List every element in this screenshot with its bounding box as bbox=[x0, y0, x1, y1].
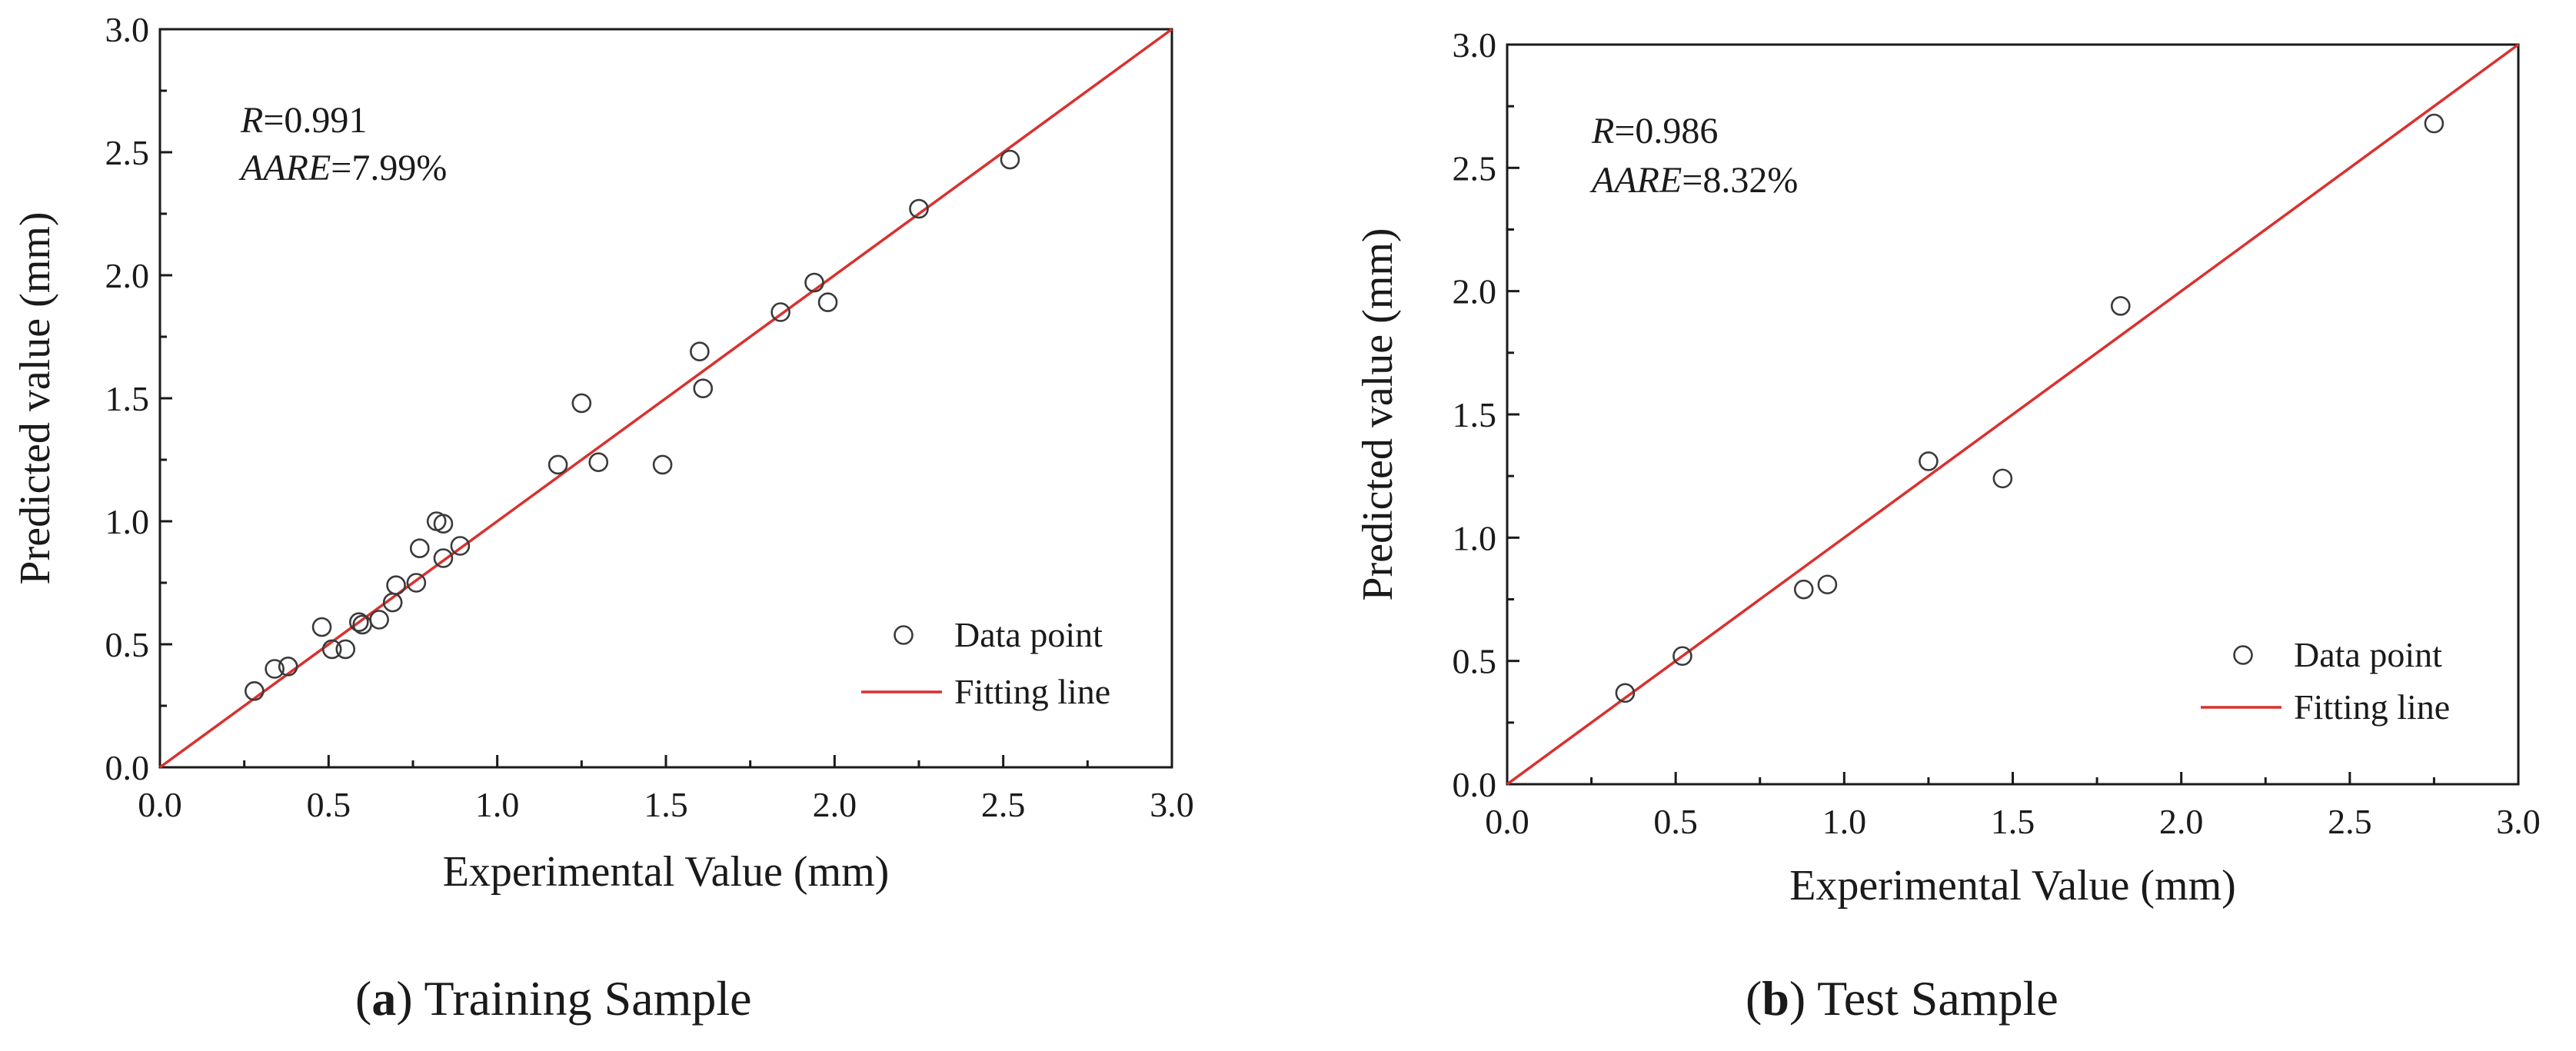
y-axis-label: Predicted value (mm) bbox=[12, 211, 59, 584]
data-point bbox=[1992, 468, 2013, 489]
legend-point-label: Data point bbox=[954, 615, 1103, 654]
y-tick-label: 0.0 bbox=[1453, 765, 1497, 804]
data-point bbox=[652, 454, 673, 475]
data-point bbox=[349, 612, 369, 633]
data-point bbox=[547, 454, 568, 475]
data-point bbox=[1817, 574, 1838, 595]
x-axis-label: Experimental Value (mm) bbox=[443, 848, 890, 896]
stat-aare-label: AARE bbox=[1589, 160, 1682, 201]
x-tick-label: 2.0 bbox=[2159, 802, 2204, 841]
x-tick-label: 1.0 bbox=[475, 785, 520, 824]
y-tick-label: 1.0 bbox=[105, 502, 150, 541]
caption-training-sample: (a) Training Sample bbox=[355, 971, 752, 1026]
data-point bbox=[817, 292, 838, 313]
x-tick-label: 0.0 bbox=[1485, 802, 1529, 841]
chart-training-sample: 0.0 0.5 1.0 1.5 2.0 2.5 3.0 0.0 0.5 1.0 1.5 2.0 2.5 3… bbox=[12, 10, 1194, 896]
data-point bbox=[1000, 149, 1020, 170]
data-point bbox=[2424, 113, 2445, 134]
data-point bbox=[1793, 579, 1814, 600]
legend-point-marker bbox=[2233, 645, 2253, 665]
data-point bbox=[433, 548, 454, 568]
caption-test-sample: (b) Test Sample bbox=[1746, 971, 2058, 1026]
data-point bbox=[1672, 646, 1692, 667]
y-tick-label: 1.5 bbox=[1453, 395, 1497, 434]
data-point bbox=[335, 639, 356, 660]
x-axis-label: Experimental Value (mm) bbox=[1789, 862, 2236, 910]
data-point bbox=[321, 639, 342, 660]
y-tick-label: 2.5 bbox=[1453, 148, 1497, 188]
y-tick-label: 2.0 bbox=[105, 256, 150, 295]
data-point bbox=[588, 452, 609, 473]
x-tick-label: 1.0 bbox=[1822, 802, 1867, 841]
stat-r-value: =0.991 bbox=[263, 100, 367, 141]
data-point bbox=[1615, 683, 1636, 703]
y-tick-label: 0.5 bbox=[1453, 642, 1497, 681]
data-point bbox=[770, 302, 790, 322]
legend-point-marker bbox=[894, 625, 914, 645]
y-axis-label: Predicted value (mm) bbox=[1354, 228, 1402, 600]
x-tick-label: 2.5 bbox=[981, 785, 1026, 824]
y-tick-label: 3.0 bbox=[1453, 25, 1497, 65]
caption-letter: b bbox=[1762, 971, 1789, 1026]
legend-point-label: Data point bbox=[2294, 635, 2442, 674]
data-point bbox=[2110, 296, 2131, 316]
caption-text: Test Sample bbox=[1817, 971, 2058, 1026]
stat-r-value: =0.986 bbox=[1614, 111, 1718, 151]
data-point bbox=[386, 575, 406, 596]
legend-line-label: Fitting line bbox=[2294, 687, 2450, 727]
x-tick-label: 3.0 bbox=[2496, 802, 2541, 841]
x-tick-label: 0.0 bbox=[138, 785, 182, 824]
data-point bbox=[245, 680, 265, 701]
y-tick-label: 0.0 bbox=[105, 748, 150, 787]
x-tick-label: 2.5 bbox=[2328, 802, 2372, 841]
stat-aare-value: =7.99% bbox=[331, 148, 447, 188]
data-point bbox=[1919, 451, 1939, 471]
x-tick-label: 1.5 bbox=[644, 785, 688, 824]
data-point bbox=[571, 393, 592, 414]
data-point bbox=[311, 617, 332, 637]
data-point bbox=[804, 272, 824, 293]
x-tick-label: 0.5 bbox=[1653, 802, 1698, 841]
legend-line-label: Fitting line bbox=[954, 672, 1110, 711]
data-point bbox=[406, 573, 427, 593]
stat-aare: AARE=8.32% bbox=[1589, 160, 1798, 201]
data-point bbox=[690, 341, 710, 362]
stat-r: R=0.991 bbox=[240, 100, 367, 141]
stat-r: R=0.986 bbox=[1591, 111, 1718, 151]
y-tick-label: 2.0 bbox=[1453, 272, 1497, 311]
data-point bbox=[909, 198, 929, 219]
stat-aare-value: =8.32% bbox=[1682, 160, 1798, 201]
caption-letter: a bbox=[371, 971, 397, 1026]
data-point bbox=[409, 538, 430, 559]
data-point bbox=[693, 378, 714, 399]
x-tick-label: 0.5 bbox=[307, 785, 351, 824]
data-point bbox=[450, 536, 471, 556]
stat-aare: AARE=7.99% bbox=[238, 148, 447, 188]
stat-aare-label: AARE bbox=[238, 148, 331, 188]
x-tick-label: 2.0 bbox=[813, 785, 857, 824]
x-tick-label: 1.5 bbox=[1991, 802, 2035, 841]
y-tick-label: 0.5 bbox=[105, 625, 150, 664]
data-point bbox=[433, 514, 454, 534]
stat-r-label: R bbox=[1591, 111, 1614, 151]
caption-text: Training Sample bbox=[424, 971, 752, 1026]
x-tick-label: 3.0 bbox=[1150, 785, 1194, 824]
y-tick-label: 1.0 bbox=[1453, 518, 1497, 557]
data-point bbox=[278, 656, 298, 677]
data-point bbox=[265, 659, 285, 679]
chart-test-sample: 0.0 0.5 1.0 1.5 2.0 2.5 3.0 0.0 0.5 1.0 1.5 2.0 2.5 3… bbox=[1354, 25, 2541, 910]
y-tick-label: 1.5 bbox=[105, 379, 150, 418]
fitting-line bbox=[158, 28, 1173, 769]
stat-r-label: R bbox=[240, 100, 263, 141]
y-tick-label: 2.5 bbox=[105, 133, 150, 172]
y-tick-label: 3.0 bbox=[105, 10, 150, 49]
data-point bbox=[369, 610, 389, 630]
